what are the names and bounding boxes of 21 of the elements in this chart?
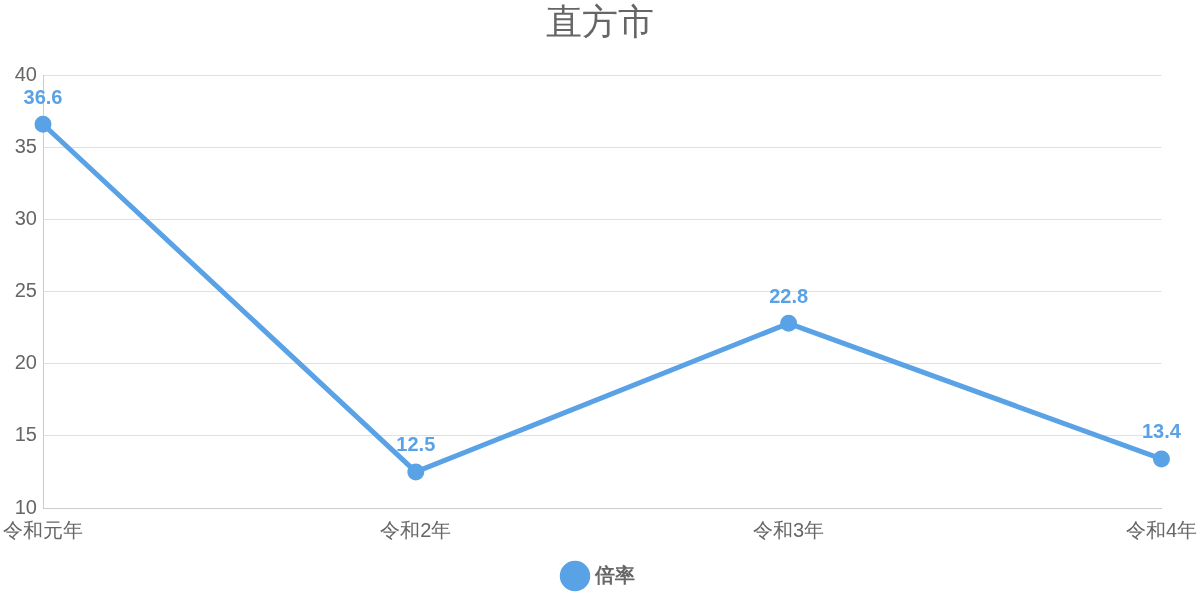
y-tick-label: 20 [14, 351, 37, 374]
point [780, 314, 798, 332]
x-tick-label: 令和2年 [380, 518, 452, 541]
y-tick-label: 30 [14, 206, 37, 229]
y-tick-label: 25 [14, 279, 37, 302]
y-tick-label: 35 [14, 134, 37, 157]
x-tick-label: 令和3年 [753, 518, 825, 541]
legend-label: 倍率 [594, 563, 635, 586]
x-tick-label: 令和元年 [3, 518, 83, 541]
data-label: 12.5 [396, 433, 436, 456]
point [1152, 450, 1170, 468]
y-tick-label: 40 [14, 62, 37, 85]
point [34, 115, 52, 133]
data-label: 22.8 [769, 284, 809, 307]
data-label: 36.6 [23, 85, 63, 108]
y-tick-label: 10 [14, 495, 37, 518]
point [407, 463, 425, 481]
data-label: 13.4 [1141, 420, 1182, 443]
y-tick-label: 15 [14, 423, 37, 446]
chart-title: 直方市 [546, 0, 654, 42]
x-tick-label: 令和4年 [1125, 518, 1197, 541]
